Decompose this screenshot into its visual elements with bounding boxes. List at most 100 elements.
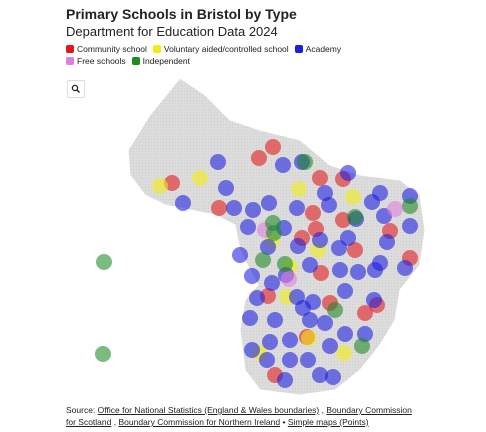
school-point	[340, 165, 356, 181]
school-point	[301, 330, 317, 346]
school-point	[302, 257, 318, 273]
school-point	[354, 338, 370, 354]
school-point	[335, 212, 351, 228]
school-point	[402, 218, 418, 234]
school-point	[379, 234, 395, 250]
school-point	[317, 315, 333, 331]
school-point	[290, 238, 306, 254]
school-point	[282, 352, 298, 368]
legend-swatch	[66, 57, 74, 65]
school-point	[245, 202, 261, 218]
source: Source: Office for National Statistics (…	[66, 404, 416, 428]
legend-label: Independent	[142, 56, 190, 66]
school-point	[265, 139, 281, 155]
school-point	[264, 275, 280, 291]
school-point	[350, 264, 366, 280]
school-point	[95, 346, 111, 362]
school-point	[240, 219, 256, 235]
school-point	[152, 178, 168, 194]
school-point	[397, 260, 413, 276]
school-point	[249, 290, 265, 306]
legend-item: Community school	[66, 44, 147, 54]
school-point	[277, 372, 293, 388]
school-point	[322, 338, 338, 354]
school-point	[211, 200, 227, 216]
legend-label: Community school	[77, 44, 147, 54]
school-point	[251, 150, 267, 166]
source-link[interactable]: Simple maps (Points)	[287, 417, 369, 427]
school-point	[260, 239, 276, 255]
school-point	[305, 205, 321, 221]
school-point	[312, 367, 328, 383]
school-point	[297, 154, 313, 170]
school-point	[210, 154, 226, 170]
school-point	[300, 352, 316, 368]
source-text: ,	[113, 417, 117, 427]
school-point	[175, 195, 191, 211]
school-point	[332, 262, 348, 278]
school-point	[96, 254, 112, 270]
source-link[interactable]: Office for National Statistics (England …	[97, 405, 320, 415]
school-point	[244, 342, 260, 358]
subtitle: Department for Education Data 2024	[66, 24, 278, 39]
school-point	[402, 198, 418, 214]
legend-label: Voluntary aided/controlled school	[163, 44, 289, 54]
school-point	[327, 302, 343, 318]
school-points	[95, 139, 418, 388]
school-point	[244, 268, 260, 284]
school-point	[275, 157, 291, 173]
school-point	[347, 209, 363, 225]
source-link[interactable]: Boundary Commission for Scotland	[66, 405, 412, 427]
school-point	[357, 326, 373, 342]
school-point	[289, 200, 305, 216]
school-point	[192, 170, 208, 186]
school-point	[255, 252, 271, 268]
school-point	[325, 369, 341, 385]
search-button[interactable]	[67, 80, 85, 98]
school-point	[295, 300, 311, 316]
school-point	[232, 247, 248, 263]
source-text: ,	[321, 405, 324, 415]
school-point	[282, 332, 298, 348]
school-point	[345, 189, 361, 205]
school-point	[266, 225, 282, 241]
school-point	[261, 195, 277, 211]
legend: Community school Voluntary aided/controll…	[66, 44, 406, 66]
school-point	[242, 310, 258, 326]
school-point	[259, 352, 275, 368]
school-point	[312, 170, 328, 186]
school-point	[277, 256, 293, 272]
school-point	[366, 292, 382, 308]
school-point	[347, 242, 363, 258]
legend-label: Free schools	[77, 56, 126, 66]
school-point	[302, 312, 318, 328]
school-point	[364, 194, 380, 210]
legend-item: Academy	[294, 44, 342, 54]
legend-swatch	[66, 45, 74, 53]
legend-swatch	[131, 57, 140, 65]
school-point	[226, 200, 242, 216]
legend-label: Academy	[305, 44, 342, 54]
school-point	[331, 240, 347, 256]
school-point	[336, 345, 352, 361]
source-text: •	[282, 417, 286, 427]
legend-item: Free schools	[66, 56, 126, 66]
legend-swatch	[294, 45, 303, 53]
legend-item: Independent	[131, 56, 190, 66]
school-point	[218, 180, 234, 196]
legend-swatch	[152, 45, 161, 53]
school-point	[357, 305, 373, 321]
school-point	[291, 181, 307, 197]
school-point	[337, 283, 353, 299]
source-link[interactable]: Boundary Commission for Northern Ireland	[118, 417, 281, 427]
source-text: Source:	[66, 405, 96, 415]
school-point	[312, 232, 328, 248]
legend-item: Voluntary aided/controlled school	[152, 44, 289, 54]
school-point	[267, 312, 283, 328]
school-point	[321, 197, 337, 213]
school-point	[281, 271, 297, 287]
school-point	[313, 265, 329, 281]
title: Primary Schools in Bristol by Type	[66, 6, 297, 22]
